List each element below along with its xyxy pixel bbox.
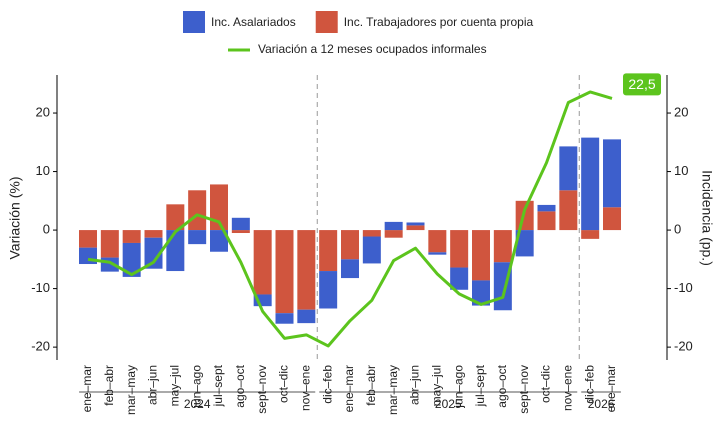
bar — [166, 230, 185, 272]
bar — [581, 230, 600, 239]
legend-swatch — [183, 11, 205, 33]
bar — [362, 236, 381, 264]
y2-tick-label: -20 — [674, 339, 693, 354]
y-tick-label: 0 — [43, 222, 50, 237]
y2-axis-label: Incidencia (pp.) — [699, 170, 715, 266]
group-label: 2024 — [184, 397, 211, 411]
bar — [472, 230, 490, 281]
bar — [122, 230, 141, 243]
bar — [384, 230, 403, 238]
bar — [275, 313, 294, 324]
x-tick-label: jun–ago — [451, 365, 465, 409]
x-tick-label: may–jul — [168, 365, 182, 406]
x-tick-label: feb–abr — [102, 365, 116, 406]
bar — [188, 230, 207, 245]
bar — [319, 271, 338, 309]
x-tick-label: mar–may — [386, 365, 400, 415]
bar — [341, 259, 359, 279]
x-tick-label: oct–dic — [277, 365, 291, 403]
x-tick-label: oct–dic — [539, 365, 553, 403]
x-tick-label: ene–mar — [80, 365, 94, 412]
x-tick-label: nov–ene — [561, 365, 575, 411]
x-tick-label: may–jul — [430, 365, 444, 406]
x-tick-label: jul–sept — [211, 364, 225, 407]
bar — [166, 204, 185, 231]
x-tick-label: dic–feb — [320, 365, 334, 404]
bar — [384, 221, 403, 231]
x-tick-label: ago–oct — [495, 364, 509, 407]
bar — [450, 267, 469, 290]
x-tick-label: mar–may — [124, 365, 138, 415]
group-label: 2026 — [588, 397, 615, 411]
value-label: 22,5 — [628, 76, 655, 92]
legend-label: Inc. Trabajadores por cuenta propia — [344, 15, 534, 29]
x-tick-label: sept–nov — [517, 365, 531, 414]
bar — [297, 230, 316, 310]
bar — [559, 146, 578, 191]
bar — [210, 230, 228, 252]
bar — [472, 280, 490, 306]
bar — [362, 230, 381, 237]
x-tick-label: nov–ene — [299, 365, 313, 411]
bar — [297, 309, 316, 324]
x-tick-label: abr–jun — [146, 365, 160, 405]
y2-tick-label: -10 — [674, 280, 693, 295]
bar — [559, 190, 578, 231]
y2-tick-label: 0 — [674, 222, 681, 237]
bar — [144, 237, 163, 269]
bar — [428, 252, 447, 255]
group-label: 2025 — [435, 397, 462, 411]
y-tick-label: -10 — [31, 280, 50, 295]
bar — [188, 190, 207, 231]
x-tick-label: abr–jun — [408, 365, 422, 405]
x-tick-label: sept–nov — [255, 365, 269, 414]
bar — [406, 225, 425, 231]
bar — [450, 230, 469, 268]
x-tick-label: ene–mar — [342, 365, 356, 412]
bar — [144, 230, 163, 238]
bar — [231, 217, 250, 231]
x-tick-label: feb–abr — [364, 365, 378, 406]
bar — [537, 204, 556, 212]
bar — [493, 230, 512, 263]
y-tick-label: -20 — [31, 339, 50, 354]
bar — [603, 207, 621, 231]
x-tick-label: dic–feb — [582, 365, 596, 404]
bar — [341, 230, 359, 260]
y-tick-label: 10 — [36, 163, 50, 178]
y-axis-label: Variación (%) — [7, 177, 23, 260]
legend-label: Inc. Asalariados — [211, 15, 296, 29]
y2-tick-label: 20 — [674, 104, 688, 119]
value-label-box — [623, 73, 661, 96]
bar — [122, 242, 141, 277]
x-tick-label: ene–mar — [604, 365, 618, 412]
bar — [319, 230, 338, 272]
bar — [100, 230, 119, 258]
bar — [537, 211, 556, 231]
bar — [253, 230, 272, 295]
bar — [79, 230, 97, 248]
legend-label: Variación a 12 meses ocupados informales — [258, 42, 487, 56]
x-tick-label: ago–oct — [233, 364, 247, 407]
bar — [406, 222, 425, 226]
legend-swatch — [315, 11, 338, 33]
y-tick-label: 20 — [36, 104, 50, 119]
y2-tick-label: 10 — [674, 163, 688, 178]
bar — [231, 230, 250, 234]
bar — [210, 184, 228, 231]
x-tick-label: jul–sept — [473, 364, 487, 407]
bar — [428, 230, 447, 253]
bar — [275, 230, 294, 314]
bar — [603, 139, 621, 208]
line — [87, 90, 613, 348]
bar — [581, 137, 600, 231]
x-tick-label: jun–ago — [189, 365, 203, 409]
bar — [253, 294, 272, 307]
bar — [515, 230, 534, 257]
